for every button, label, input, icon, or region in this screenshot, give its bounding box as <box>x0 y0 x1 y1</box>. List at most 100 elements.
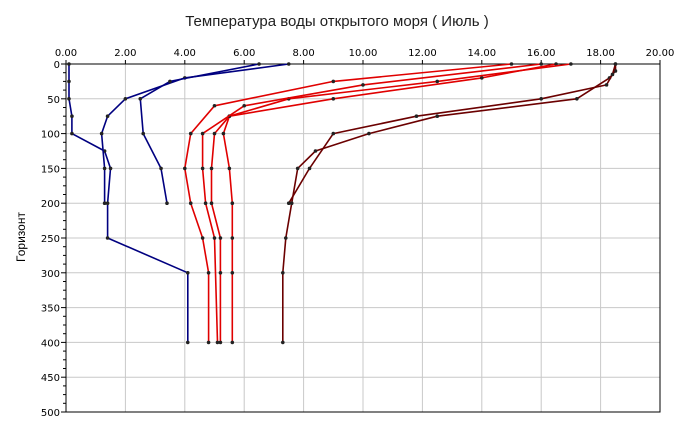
data-point <box>218 340 223 345</box>
data-point <box>331 79 336 84</box>
data-point <box>188 201 193 205</box>
data-point <box>414 114 419 118</box>
x-tick-label: 18.00 <box>586 48 615 59</box>
data-point <box>218 236 223 240</box>
plot-frame <box>65 63 661 413</box>
data-point <box>281 271 285 275</box>
y-tick-label: 350 <box>41 304 60 315</box>
y-tick-label: 300 <box>41 269 60 280</box>
series-line <box>201 63 542 343</box>
data-point <box>203 201 208 205</box>
data-point <box>227 166 232 171</box>
data-point <box>509 62 514 66</box>
data-point <box>435 114 440 118</box>
chart-title: Температура воды открытого моря ( Июль ) <box>185 13 489 30</box>
data-point <box>138 97 143 101</box>
x-tick-label: 4.00 <box>174 48 196 59</box>
data-point <box>168 79 172 84</box>
series-line <box>139 63 260 204</box>
data-point <box>200 131 205 136</box>
data-point <box>102 201 107 205</box>
series-line <box>222 63 572 343</box>
data-point <box>206 271 211 275</box>
data-point <box>221 131 226 136</box>
x-tick-label: 14.00 <box>467 48 496 59</box>
data-point <box>70 131 74 136</box>
data-point <box>212 236 217 240</box>
x-tick-label: 12.00 <box>408 48 437 59</box>
data-point <box>289 201 294 205</box>
data-point <box>200 236 205 240</box>
data-point <box>283 236 288 240</box>
data-point <box>99 131 104 136</box>
y-tick-label: 400 <box>41 338 60 349</box>
data-point <box>105 236 110 240</box>
data-point <box>105 201 110 205</box>
data-point <box>286 201 291 205</box>
data-point <box>108 166 113 171</box>
y-tick-label: 150 <box>41 164 60 175</box>
data-point <box>209 201 214 205</box>
data-point <box>331 97 336 101</box>
data-point <box>67 97 71 101</box>
y-axis-label: Горизонт <box>14 212 28 262</box>
tick-labels: 0.00 2.00 4.00 6.00 8.00 10.00 12.00 14.00 16.00… <box>41 48 674 419</box>
series-line <box>288 63 617 204</box>
data-point <box>215 340 220 345</box>
y-tick-label: 100 <box>41 130 60 141</box>
data-point <box>188 131 193 136</box>
data-point <box>613 62 618 66</box>
data-point <box>185 340 190 345</box>
x-tick-label: 2.00 <box>114 48 136 59</box>
data-point <box>604 83 609 87</box>
data-point <box>105 114 110 118</box>
x-tick-label: 0.00 <box>55 48 77 59</box>
data-point <box>123 97 128 101</box>
data-point <box>295 166 300 171</box>
axes <box>61 60 661 413</box>
data-point <box>257 62 261 66</box>
data-point <box>539 97 543 101</box>
x-tick-label: 20.00 <box>646 48 675 59</box>
data-point <box>230 236 235 240</box>
data-point <box>200 166 205 171</box>
data-point <box>141 131 146 136</box>
data-point <box>165 201 169 205</box>
y-tick-label: 250 <box>41 234 60 245</box>
y-tick-label: 50 <box>47 95 60 106</box>
data-point <box>102 166 107 171</box>
data-point <box>435 79 440 84</box>
data-point <box>575 97 579 101</box>
y-tick-label: 450 <box>41 373 60 384</box>
grid <box>65 63 661 413</box>
data-point <box>367 131 371 136</box>
y-tick-label: 500 <box>41 408 60 419</box>
data-point <box>230 201 235 205</box>
data-point <box>185 271 190 275</box>
data-point <box>286 62 291 66</box>
data-point <box>159 166 163 171</box>
data-point <box>209 166 214 171</box>
data-point <box>230 340 235 345</box>
y-tick-label: 0 <box>54 60 60 71</box>
data-point <box>361 83 365 87</box>
data-point <box>569 62 573 66</box>
x-tick-label: 16.00 <box>527 48 556 59</box>
data-point <box>242 103 246 108</box>
data-point <box>183 166 187 171</box>
data-point <box>307 166 312 171</box>
data-point <box>67 62 71 66</box>
x-tick-label: 10.00 <box>349 48 378 59</box>
data-point <box>554 62 558 66</box>
data-point <box>67 79 71 84</box>
data-point <box>480 76 484 80</box>
y-tick-label: 200 <box>41 199 60 210</box>
data-point <box>539 62 543 66</box>
data-point <box>230 271 235 275</box>
data-point <box>70 114 74 118</box>
data-point <box>206 340 211 345</box>
data-point <box>212 131 217 136</box>
data-point <box>218 271 223 275</box>
series-group <box>67 62 618 345</box>
